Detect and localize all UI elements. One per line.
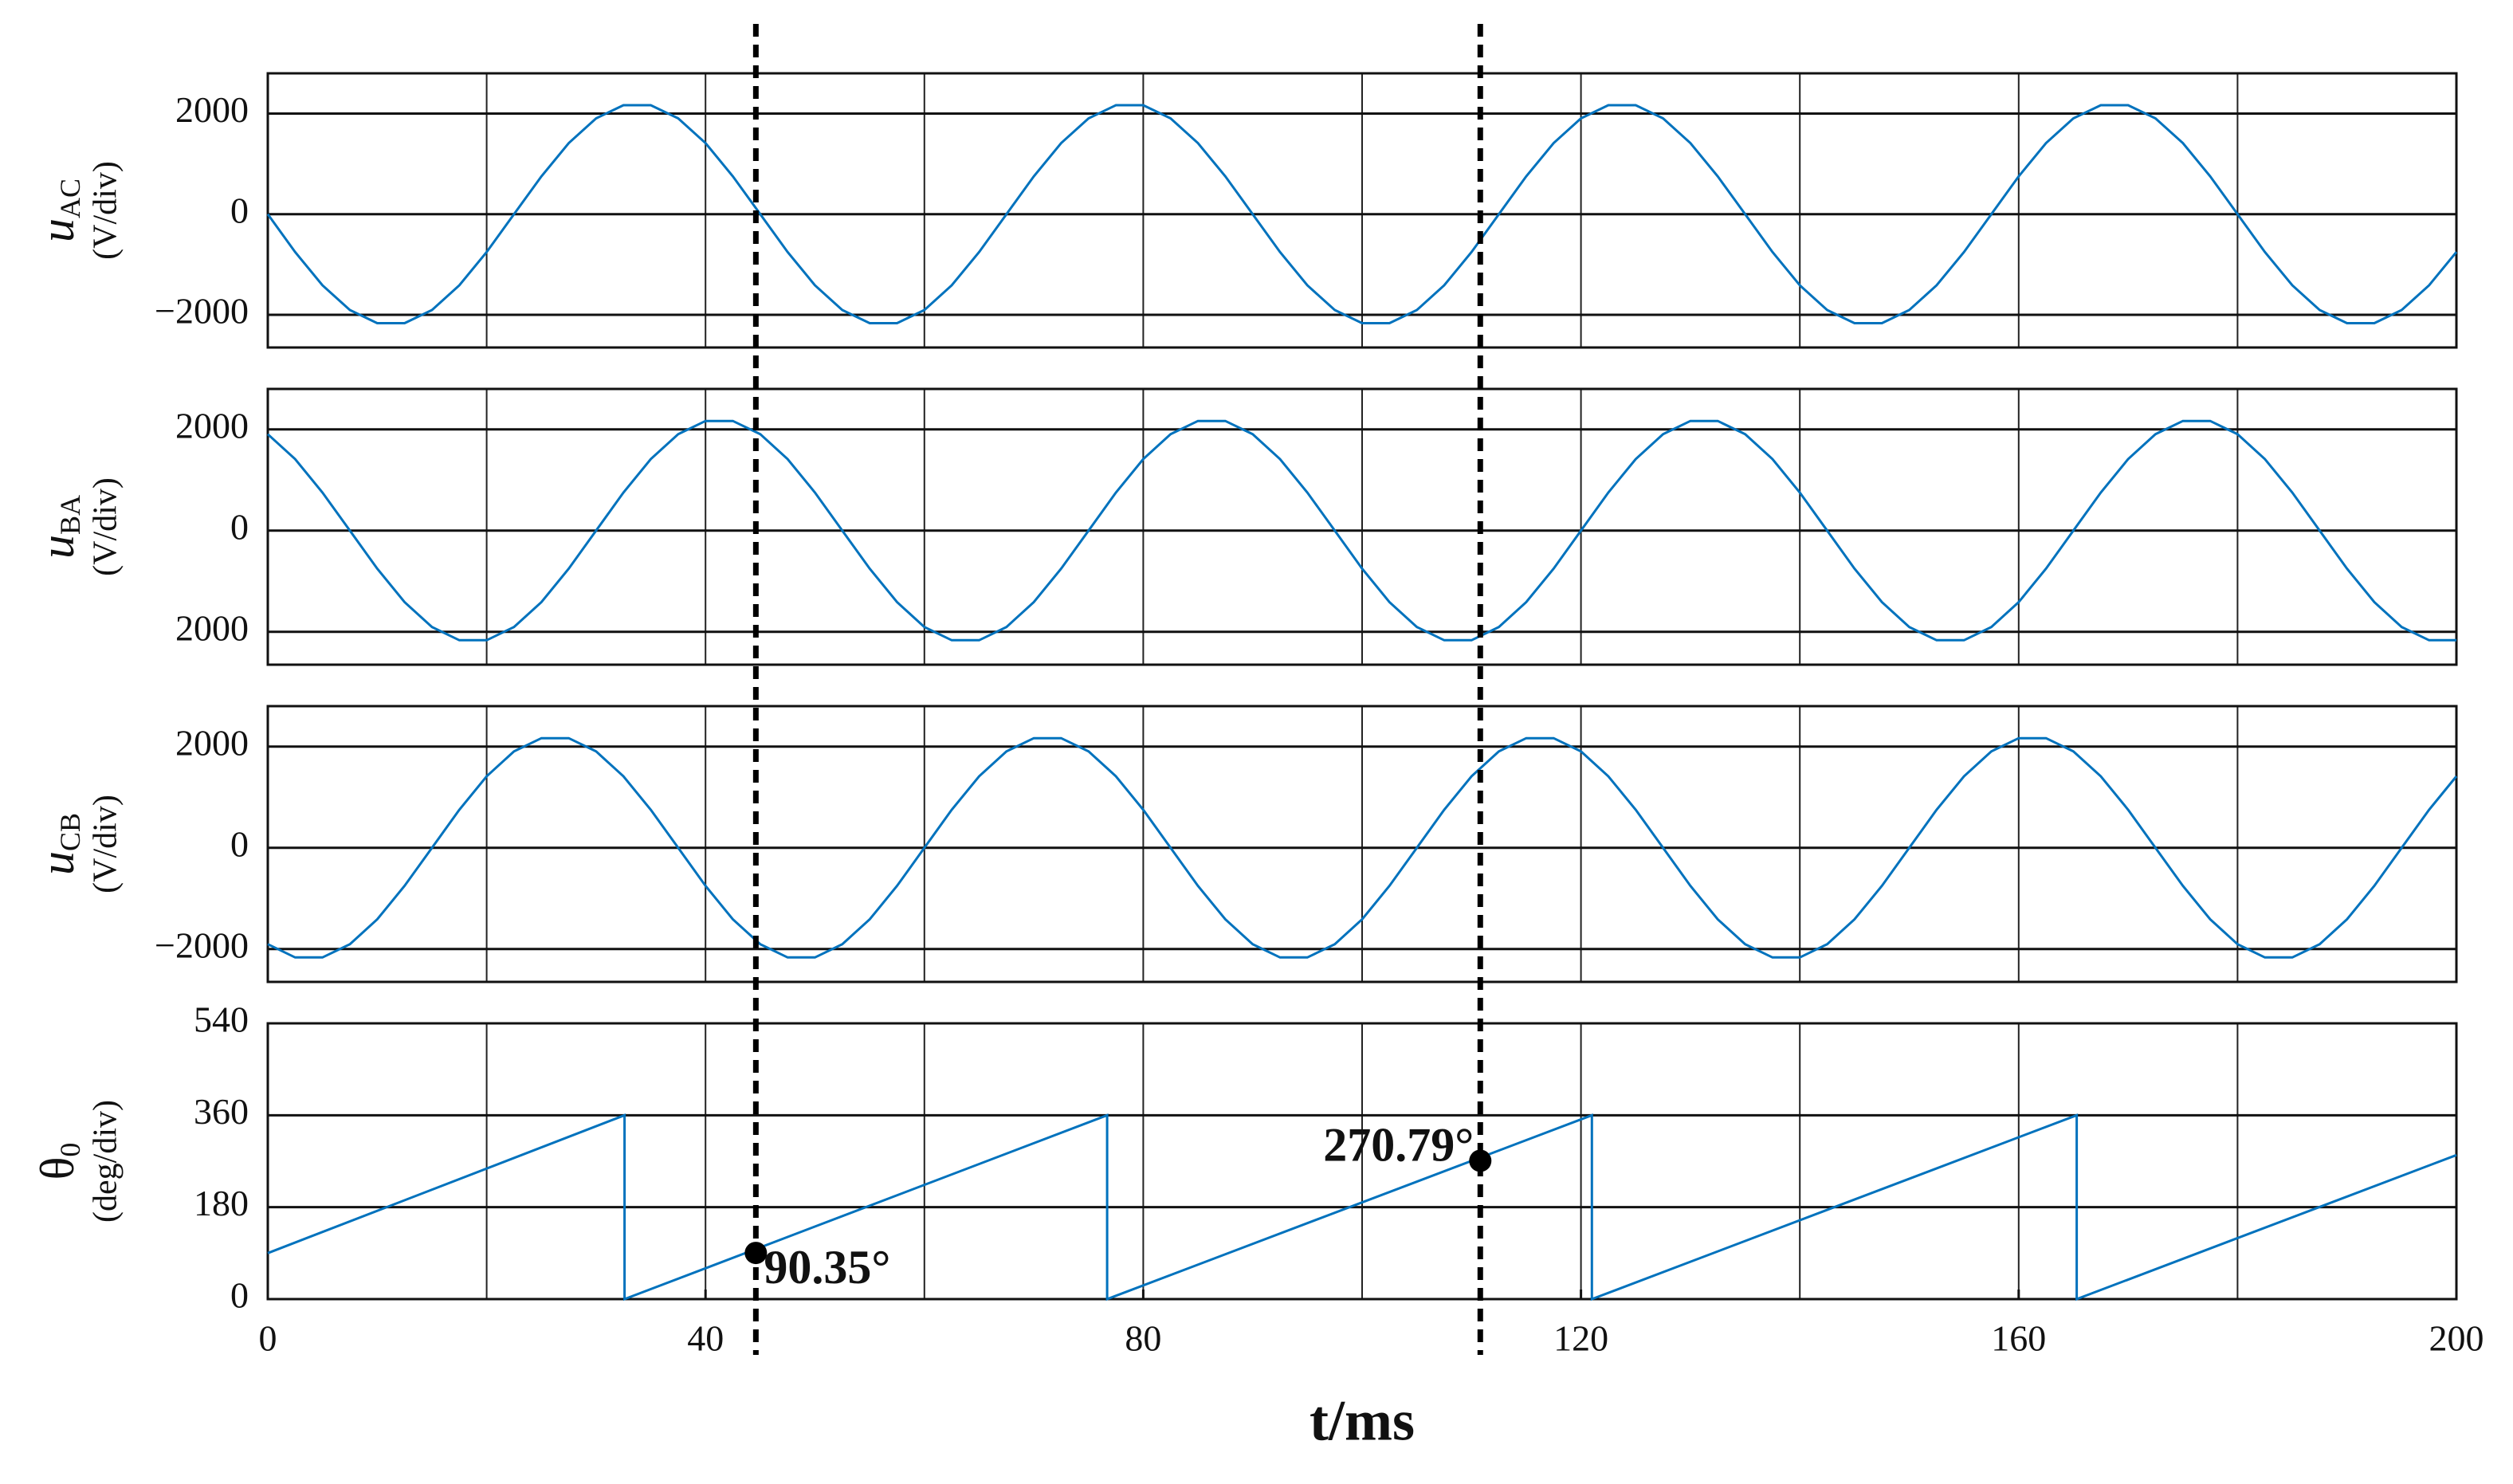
x-tick-label: 40 xyxy=(687,1318,724,1359)
axes-frame xyxy=(266,1022,2458,1301)
y-label-symbol: θ xyxy=(31,1157,84,1180)
y-axis-unit: (V/div) xyxy=(88,795,124,893)
y-label-subscript: CB xyxy=(54,813,86,851)
y-tick-label: 0 xyxy=(230,190,249,230)
y-tick-label: 180 xyxy=(194,1183,249,1223)
y-axis-label: uAC xyxy=(31,179,87,242)
data-line xyxy=(266,419,2456,642)
data-line xyxy=(267,1113,2457,1301)
x-tick-label: 120 xyxy=(1553,1318,1608,1359)
y-tick-label: 2000 xyxy=(175,607,249,648)
cursor-point xyxy=(744,1242,768,1265)
y-axis-label: uBA xyxy=(31,495,87,559)
y-label-subscript: 0 xyxy=(54,1143,86,1157)
cursor-point xyxy=(1469,1149,1492,1172)
y-axis-label: θ0 xyxy=(31,1143,87,1180)
y-label-subscript: BA xyxy=(54,495,86,535)
y-tick-label: 0 xyxy=(230,823,249,864)
x-tick-label: 80 xyxy=(1125,1318,1161,1359)
y-axis-unit: (V/div) xyxy=(88,161,124,260)
y-tick-label: 0 xyxy=(230,1275,249,1316)
x-tick-label: 0 xyxy=(259,1318,277,1359)
y-label-symbol: u xyxy=(31,218,84,242)
y-label-symbol: u xyxy=(31,851,84,875)
x-tick-label: 160 xyxy=(1991,1318,2046,1359)
y-axis-label: uCB xyxy=(31,813,87,875)
y-axis-unit: (V/div) xyxy=(88,477,124,576)
y-label-subscript: AC xyxy=(54,179,86,218)
y-tick-label: 2000 xyxy=(175,722,249,763)
axes-frame xyxy=(266,387,2458,666)
y-tick-label: −2000 xyxy=(155,291,249,332)
y-tick-label: 2000 xyxy=(175,89,249,130)
y-tick-label: 0 xyxy=(230,506,249,547)
y-tick-label: 360 xyxy=(194,1091,249,1132)
y-axis-unit: (deg/div) xyxy=(88,1100,124,1223)
x-axis-label: t/ms xyxy=(1310,1389,1415,1453)
y-tick-label: 540 xyxy=(194,999,249,1040)
axes-frame xyxy=(266,72,2458,349)
axes-frame xyxy=(266,705,2458,983)
x-tick-label: 200 xyxy=(2429,1318,2484,1359)
y-tick-label: 2000 xyxy=(175,405,249,446)
data-line xyxy=(267,736,2458,959)
cursor-label: 270.79° xyxy=(1323,1118,1474,1171)
cursor-label: 90.35° xyxy=(764,1241,890,1294)
data-line xyxy=(266,104,2458,324)
y-tick-label: −2000 xyxy=(155,925,249,965)
y-label-symbol: u xyxy=(31,535,84,559)
